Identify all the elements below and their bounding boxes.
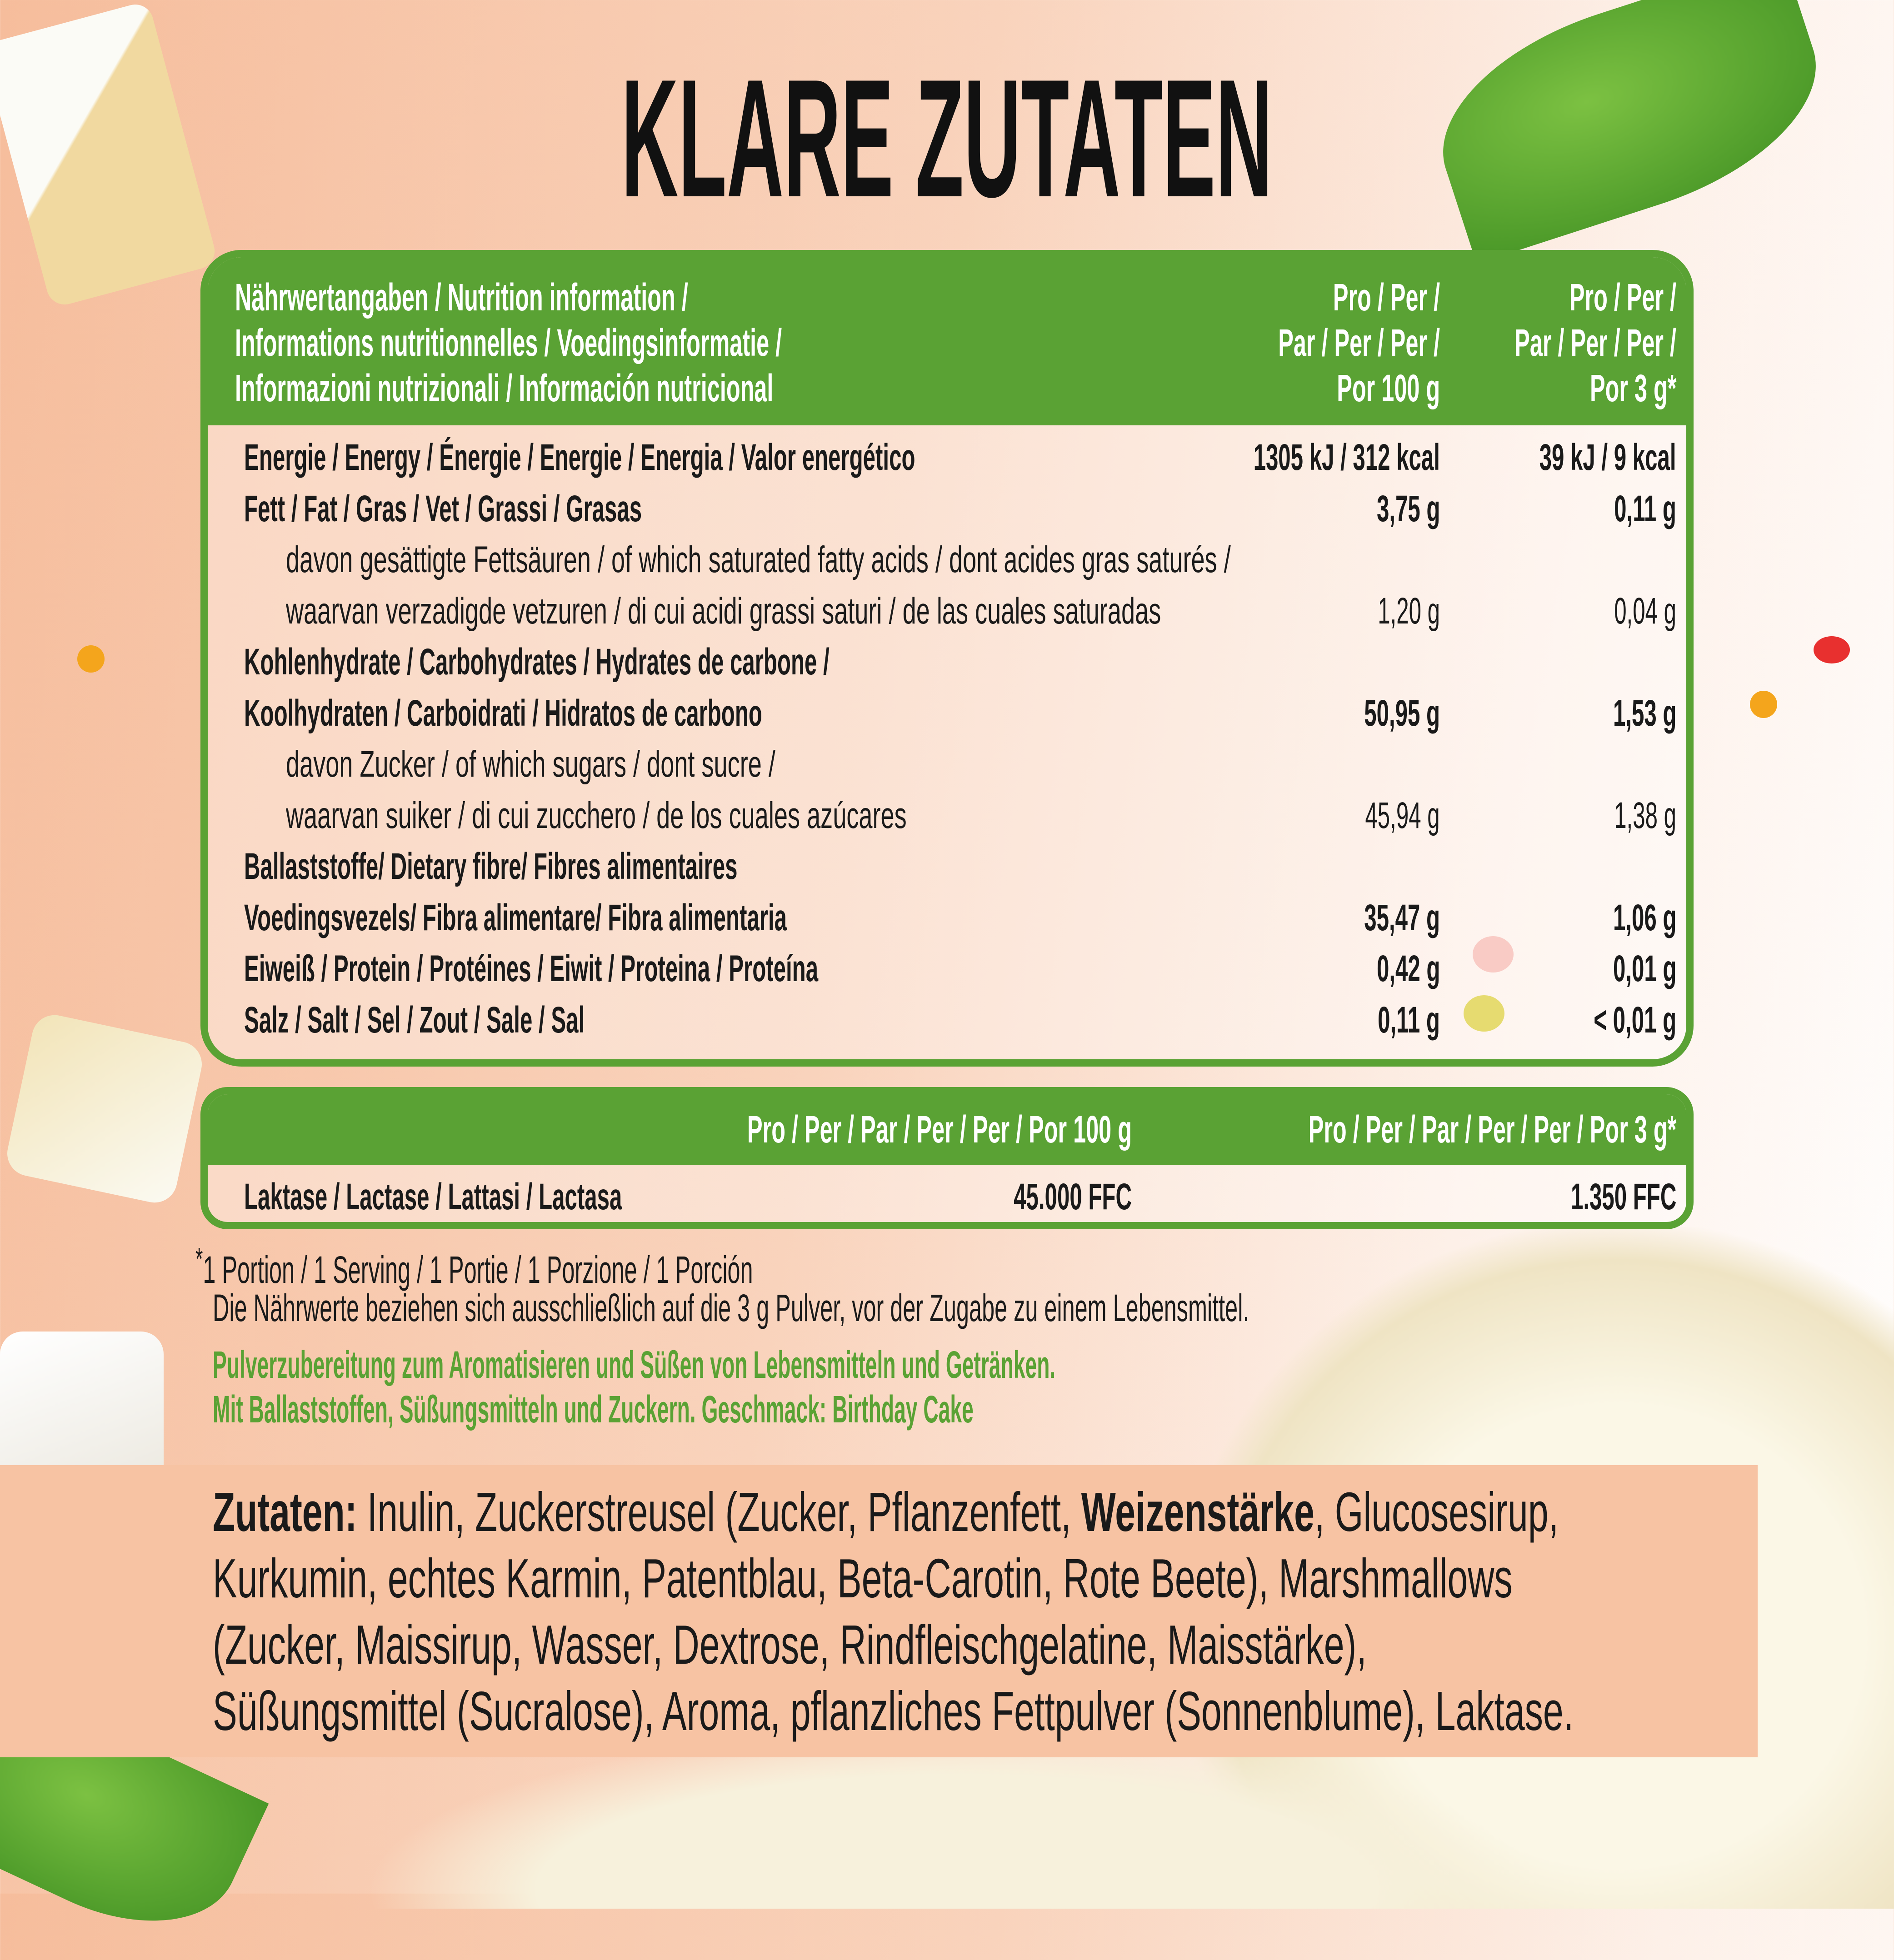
nutrition-table-header: Nährwertangaben / Nutrition information … (208, 257, 1686, 425)
table-row: waarvan verzadigde vetzuren / di cui aci… (208, 586, 1686, 637)
header-label-line: Nährwertangaben / Nutrition information … (235, 276, 688, 319)
table-row: Koolhydraten / Carboidrati / Hidratos de… (208, 688, 1686, 739)
lactase-per100: 45.000 FFC (1014, 1176, 1132, 1217)
header-col2-line: Pro / Per / (1569, 276, 1676, 319)
header-label-line: Informazioni nutrizionali / Información … (235, 367, 774, 409)
value-per-100g: 0,42 g (1376, 948, 1440, 989)
nutrient-label: Eiweiß / Protein / Protéines / Eiwit / P… (244, 948, 819, 989)
ingredients-line: Süßungsmittel (Sucralose), Aroma, pflanz… (213, 1680, 1574, 1742)
product-flavour: Mit Ballaststoffen, Süßungsmitteln und Z… (213, 1388, 974, 1431)
sprinkle-image (1464, 995, 1504, 1032)
value-per-100g: 45,94 g (1365, 794, 1440, 836)
lactase-table-header: Pro / Per / Par / Per / Per / Por 100 g … (208, 1094, 1686, 1165)
lactase-label: Laktase / Lactase / Lattasi / Lactasa (244, 1176, 622, 1217)
sprinkle-image (1814, 636, 1850, 663)
table-row: Salz / Salt / Sel / Zout / Sale / Sal 0,1… (208, 995, 1686, 1046)
allergen: Weizenstärke (1081, 1481, 1314, 1543)
cake-piece-image (3, 1011, 206, 1207)
table-row: davon Zucker / of which sugars / dont su… (208, 739, 1686, 790)
header-col1-line: Pro / Per / (1333, 276, 1440, 319)
value-per-3g: 1,06 g (1613, 897, 1676, 938)
table-row: Kohlenhydrate / Carbohydrates / Hydrates… (208, 637, 1686, 688)
value-per-100g: 1305 kJ / 312 kcal (1253, 437, 1440, 478)
table-row: waarvan suiker / di cui zucchero / de lo… (208, 790, 1686, 841)
value-per-3g: 1,38 g (1614, 794, 1676, 836)
table-row: Ballaststoffe/ Dietary fibre/ Fibres ali… (208, 841, 1686, 892)
value-per-100g: 35,47 g (1364, 897, 1440, 938)
header-col1-line: Par / Per / Per / (1278, 321, 1440, 364)
value-per-3g: 39 kJ / 9 kcal (1539, 437, 1676, 478)
nutrient-label: davon gesättigte Fettsäuren / of which s… (286, 539, 1231, 580)
value-per-3g: 0,11 g (1614, 488, 1676, 529)
sprinkle-image (1473, 936, 1514, 973)
table-row: Energie / Energy / Énergie / Energie / E… (208, 432, 1686, 483)
value-per-100g: 50,95 g (1364, 692, 1440, 734)
header-col2-line: Par / Per / Per / (1514, 321, 1676, 364)
table-row: Voedingsvezels/ Fibra alimentare/ Fibra … (208, 893, 1686, 943)
nutrient-label: waarvan verzadigde vetzuren / di cui aci… (286, 590, 1161, 632)
nutrient-label: Fett / Fat / Gras / Vet / Grassi / Grasa… (244, 488, 642, 529)
ingredients-line: Zutaten: Inulin, Zuckerstreusel (Zucker,… (213, 1481, 1559, 1543)
header-col1-line: Por 100 g (1337, 367, 1440, 409)
ingredients-box: Zutaten: Inulin, Zuckerstreusel (Zucker,… (0, 1465, 1758, 1757)
nutrient-label: Ballaststoffe/ Dietary fibre/ Fibres ali… (244, 846, 738, 887)
ingredients-line: (Zucker, Maissirup, Wasser, Dextrose, Ri… (213, 1614, 1367, 1676)
nutrient-label: Salz / Salt / Sel / Zout / Sale / Sal (244, 999, 585, 1041)
ingredients-label: Zutaten: (213, 1481, 357, 1543)
footnote-portion: *1 Portion / 1 Serving / 1 Portie / 1 Po… (195, 1241, 753, 1291)
nutrient-label: Energie / Energy / Énergie / Energie / E… (244, 437, 915, 478)
table-row: Eiweiß / Protein / Protéines / Eiwit / P… (208, 943, 1686, 994)
header-col2-line: Por 3 g* (1589, 367, 1676, 409)
nutrient-label: Voedingsvezels/ Fibra alimentare/ Fibra … (244, 897, 787, 938)
nutrient-label: waarvan suiker / di cui zucchero / de lo… (286, 794, 907, 836)
footnote-note: Die Nährwerte beziehen sich ausschließli… (213, 1287, 1249, 1329)
value-per-100g: 3,75 g (1376, 488, 1440, 529)
value-per-3g: 0,01 g (1613, 948, 1676, 989)
nutrient-label: Kohlenhydrate / Carbohydrates / Hydrates… (244, 641, 830, 683)
value-per-100g: 0,11 g (1378, 999, 1440, 1041)
value-per-3g: < 0,01 g (1594, 999, 1676, 1041)
lactase-col1-header: Pro / Per / Par / Per / Per / Por 100 g (747, 1108, 1132, 1151)
lactase-row: Laktase / Lactase / Lattasi / Lactasa 45… (208, 1172, 1686, 1222)
lactase-table: Pro / Per / Par / Per / Per / Por 100 g … (200, 1087, 1694, 1229)
sprinkle-image (1750, 691, 1777, 718)
sprinkle-image (77, 645, 105, 673)
value-per-3g: 0,04 g (1614, 590, 1676, 632)
product-description: Pulverzubereitung zum Aromatisieren und … (213, 1343, 1056, 1386)
lactase-col2-header: Pro / Per / Par / Per / Per / Por 3 g* (1308, 1108, 1676, 1151)
lactase-per3: 1.350 FFC (1570, 1176, 1676, 1217)
page-title: KLARE ZUTATEN (621, 45, 1273, 232)
ingredients-line: Kurkumin, echtes Karmin, Patentblau, Bet… (213, 1547, 1513, 1609)
value-per-3g: 1,53 g (1613, 692, 1676, 734)
header-label-line: Informations nutritionnelles / Voedingsi… (235, 321, 782, 364)
table-row: davon gesättigte Fettsäuren / of which s… (208, 534, 1686, 585)
nutrient-label: davon Zucker / of which sugars / dont su… (286, 743, 775, 785)
nutrition-table: Nährwertangaben / Nutrition information … (200, 250, 1694, 1067)
nutrient-label: Koolhydraten / Carboidrati / Hidratos de… (244, 692, 762, 734)
table-row: Fett / Fat / Gras / Vet / Grassi / Grasa… (208, 484, 1686, 534)
value-per-100g: 1,20 g (1378, 590, 1440, 632)
